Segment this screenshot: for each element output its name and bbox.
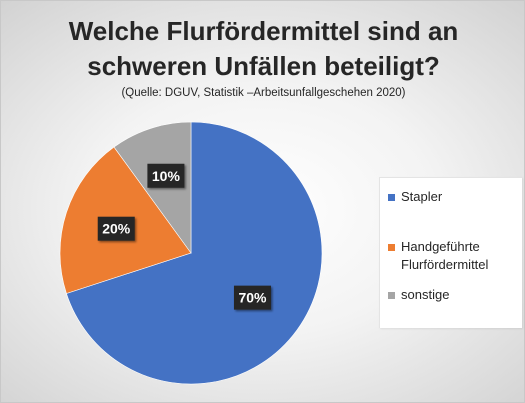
legend-swatch-0 (388, 194, 395, 201)
legend-label-2: sonstige (401, 287, 450, 302)
legend-item-0: Stapler (388, 188, 442, 206)
data-label-2: 10% (147, 163, 185, 188)
legend-swatch-1 (388, 244, 395, 251)
chart-subtitle: (Quelle: DGUV, Statistik –Arbeitsunfallg… (121, 87, 406, 99)
data-label-1: 20% (97, 216, 135, 241)
data-label-box-2 (147, 163, 185, 188)
legend-swatch-2 (388, 292, 395, 299)
legend-label-1: Handgeführte Flurfördermittel (401, 239, 489, 272)
legend-item-2: sonstige (388, 286, 449, 304)
data-label-box-0 (233, 285, 271, 310)
legend: Stapler Handgeführte Flurfördermittel sons… (379, 177, 522, 328)
data-label-text-2: 10% (152, 168, 181, 184)
legend-item-1: Handgeführte Flurfördermittel (388, 238, 488, 274)
data-label-0: 70% (233, 285, 271, 310)
data-label-text-0: 70% (238, 290, 267, 306)
pie-slice-0 (66, 121, 323, 385)
legend-label-0: Stapler (401, 189, 443, 204)
data-label-text-1: 20% (102, 221, 131, 237)
chart-title-line-1: Welche Flurfördermittel sind an (68, 16, 459, 46)
data-label-box-1 (97, 216, 135, 241)
chart-title-line-2: schweren Unfällen beteiligt? (87, 51, 440, 81)
